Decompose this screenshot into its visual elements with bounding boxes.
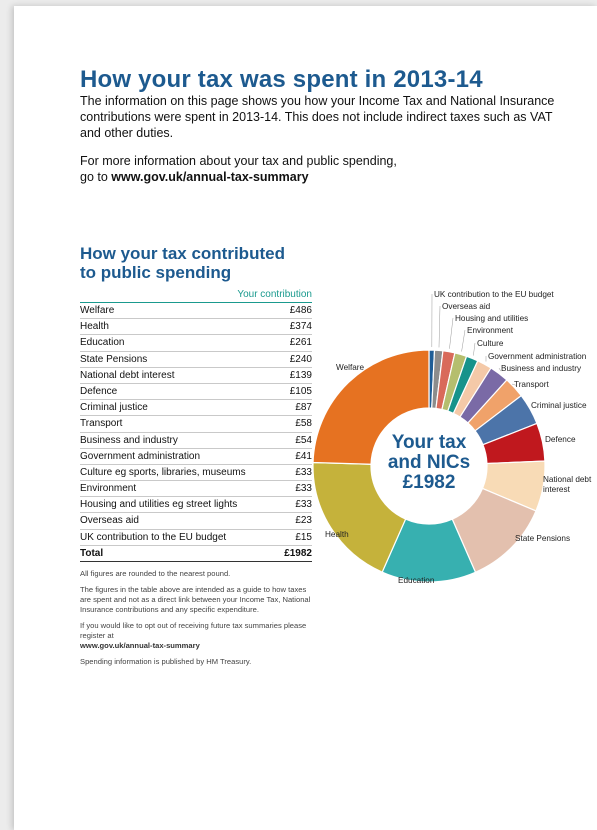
slice-label: Defence bbox=[545, 435, 576, 444]
row-value: £261 bbox=[289, 337, 312, 349]
slice-health bbox=[312, 461, 407, 573]
row-label: Criminal justice bbox=[80, 402, 148, 414]
slice-label: Welfare bbox=[336, 363, 365, 372]
row-label: Government administration bbox=[80, 450, 201, 462]
table-row: Health £374 bbox=[80, 319, 312, 336]
slice-label: Housing and utilities bbox=[455, 314, 528, 323]
table-row: Culture eg sports, libraries, museums £33 bbox=[80, 465, 312, 482]
table-row: Welfare £486 bbox=[80, 303, 312, 320]
table-row: Overseas aid £23 bbox=[80, 513, 312, 530]
row-value: £240 bbox=[289, 353, 312, 365]
table-row: Business and industry £54 bbox=[80, 433, 312, 449]
center-line-3: £1982 bbox=[403, 472, 456, 493]
page-title: How your tax was spent in 2013-14 bbox=[80, 66, 483, 93]
total-row: Total £1982 bbox=[80, 546, 312, 562]
row-label: Overseas aid bbox=[80, 515, 139, 527]
table-row: Housing and utilities eg street lights £3… bbox=[80, 497, 312, 514]
table-row: Defence £105 bbox=[80, 384, 312, 401]
row-value: £54 bbox=[295, 434, 312, 446]
row-value: £33 bbox=[295, 499, 312, 511]
table-row: Government administration £41 bbox=[80, 449, 312, 465]
leader-line bbox=[449, 317, 454, 349]
note-optout: If you would like to opt out of receivin… bbox=[80, 621, 312, 651]
spending-donut-chart: UK contribution to the EU budget Overseas… bbox=[312, 286, 597, 596]
slice-label: Health bbox=[325, 530, 349, 539]
center-line-1: Your tax bbox=[392, 432, 467, 453]
section-heading-line1: How your tax contributed bbox=[80, 244, 285, 263]
row-label: Business and industry bbox=[80, 434, 178, 446]
slice-label: Culture bbox=[477, 339, 504, 348]
row-label: Housing and utilities eg street lights bbox=[80, 499, 238, 511]
row-value: £374 bbox=[289, 321, 312, 333]
slice-label: Education bbox=[398, 576, 435, 585]
column-header: Your contribution bbox=[80, 289, 312, 303]
slice-label: State Pensions bbox=[515, 534, 570, 543]
table-body: Welfare £486 Health £374 Education £261 State … bbox=[80, 303, 312, 546]
footnotes: All figures are rounded to the nearest p… bbox=[80, 569, 312, 673]
table-row: Transport £58 bbox=[80, 416, 312, 433]
donut-svg: UK contribution to the EU budget Overseas… bbox=[312, 290, 592, 585]
leader-line bbox=[511, 383, 517, 386]
slice-label: Criminal justice bbox=[531, 401, 587, 410]
slice-welfare bbox=[312, 349, 430, 465]
slice-label: Transport bbox=[514, 380, 549, 389]
row-value: £33 bbox=[295, 483, 312, 495]
row-value: £139 bbox=[289, 369, 312, 381]
leader-line bbox=[498, 367, 502, 372]
total-label: Total bbox=[80, 547, 104, 559]
section-heading-line2: to public spending bbox=[80, 263, 232, 282]
row-value: £105 bbox=[289, 385, 312, 397]
slice-label: UK contribution to the EU budget bbox=[434, 290, 554, 299]
row-label: Education bbox=[80, 337, 125, 349]
row-label: National debt interest bbox=[80, 369, 175, 381]
more-info-go: go to bbox=[80, 170, 112, 184]
document-page: How your tax was spent in 2013-14 The in… bbox=[14, 6, 597, 830]
row-value: £486 bbox=[289, 305, 312, 316]
table-row: Environment £33 bbox=[80, 481, 312, 498]
row-label: Culture eg sports, libraries, museums bbox=[80, 466, 246, 478]
note-treasury: Spending information is published by HM … bbox=[80, 657, 252, 666]
note-optout-text: If you would like to opt out of receivin… bbox=[80, 621, 307, 640]
row-value: £41 bbox=[295, 450, 312, 462]
row-label: State Pensions bbox=[80, 353, 148, 365]
more-info-prefix: For more information about your tax and … bbox=[80, 154, 397, 168]
leader-line bbox=[461, 329, 466, 352]
row-label: Transport bbox=[80, 418, 123, 430]
row-value: £15 bbox=[295, 531, 312, 543]
contribution-table: Your contribution Welfare £486 Health £374 E… bbox=[80, 289, 312, 562]
more-info-link[interactable]: www.gov.uk/annual-tax-summary bbox=[111, 170, 309, 184]
row-label: Welfare bbox=[80, 305, 115, 316]
note-rounding: All figures are rounded to the nearest p… bbox=[80, 569, 231, 578]
table-row: Education £261 bbox=[80, 335, 312, 352]
table-row: Criminal justice £87 bbox=[80, 400, 312, 417]
section-heading: How your tax contributed to public spend… bbox=[80, 244, 320, 282]
row-value: £87 bbox=[295, 402, 312, 414]
row-label: Defence bbox=[80, 385, 118, 397]
slice-label: National debt interest bbox=[543, 475, 592, 494]
slice-label: Business and industry bbox=[501, 364, 582, 373]
slice-label: Environment bbox=[467, 326, 514, 335]
row-label: Environment bbox=[80, 483, 137, 495]
table-row: UK contribution to the EU budget £15 bbox=[80, 530, 312, 546]
row-value: £33 bbox=[295, 466, 312, 478]
slice-label: Overseas aid bbox=[442, 302, 491, 311]
leader-line bbox=[438, 305, 441, 348]
note-optout-link[interactable]: www.gov.uk/annual-tax-summary bbox=[80, 641, 200, 650]
table-row: National debt interest £139 bbox=[80, 368, 312, 384]
more-info-text: For more information about your tax and … bbox=[80, 153, 530, 185]
table-row: State Pensions £240 bbox=[80, 352, 312, 368]
total-value: £1982 bbox=[284, 547, 312, 559]
row-label: Health bbox=[80, 321, 109, 333]
intro-text: The information on this page shows you h… bbox=[80, 94, 555, 140]
row-value: £23 bbox=[295, 515, 312, 527]
center-line-2: and NICs bbox=[388, 452, 470, 473]
row-label: UK contribution to the EU budget bbox=[80, 531, 227, 543]
leader-line bbox=[473, 342, 476, 356]
slice-label: Government administration bbox=[488, 352, 587, 361]
note-guide: The figures in the table above are inten… bbox=[80, 585, 311, 614]
row-value: £58 bbox=[295, 418, 312, 430]
